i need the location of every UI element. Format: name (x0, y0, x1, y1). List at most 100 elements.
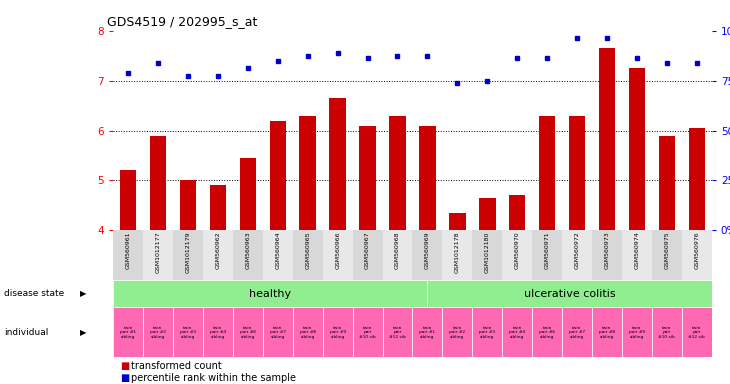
Text: disease state: disease state (4, 289, 64, 298)
Bar (173, 307, 203, 357)
Text: GSM560971: GSM560971 (545, 232, 550, 269)
Bar (658, 136, 675, 230)
Bar (233, 230, 263, 280)
Bar (299, 116, 316, 230)
Bar (150, 136, 166, 230)
Bar (269, 121, 286, 230)
Text: GSM1012177: GSM1012177 (155, 232, 161, 273)
Text: twin
pair #8
sibling: twin pair #8 sibling (599, 326, 615, 339)
Text: GSM560968: GSM560968 (395, 232, 400, 269)
Text: GSM560964: GSM560964 (275, 232, 280, 269)
Bar (479, 198, 496, 230)
Text: GSM560976: GSM560976 (694, 232, 699, 269)
Text: healthy: healthy (249, 289, 291, 299)
Bar (143, 307, 173, 357)
Bar (682, 230, 712, 280)
Text: twin
pair #9
sibling: twin pair #9 sibling (629, 326, 645, 339)
Text: GSM560975: GSM560975 (664, 232, 669, 269)
Text: twin
pair
#12 sib: twin pair #12 sib (688, 326, 705, 339)
Bar (203, 230, 233, 280)
Text: GSM560972: GSM560972 (575, 232, 580, 269)
Bar (323, 307, 353, 357)
Text: twin
pair #7
sibling: twin pair #7 sibling (269, 326, 286, 339)
Bar (210, 185, 226, 230)
Text: twin
pair #4
sibling: twin pair #4 sibling (509, 326, 526, 339)
Text: twin
pair #1
sibling: twin pair #1 sibling (120, 326, 137, 339)
Text: twin
pair #4
sibling: twin pair #4 sibling (210, 326, 226, 339)
Text: GSM1012178: GSM1012178 (455, 232, 460, 273)
Bar (592, 230, 622, 280)
Bar (113, 280, 428, 307)
Bar (652, 230, 682, 280)
Bar (532, 230, 562, 280)
Text: GSM560963: GSM560963 (245, 232, 250, 269)
Text: GSM560962: GSM560962 (215, 232, 220, 269)
Text: twin
pair #1
sibling: twin pair #1 sibling (419, 326, 436, 339)
Bar (502, 230, 532, 280)
Bar (442, 307, 472, 357)
Text: twin
pair #9
sibling: twin pair #9 sibling (329, 326, 346, 339)
Bar (539, 116, 556, 230)
Bar (412, 307, 442, 357)
Bar (383, 307, 412, 357)
Bar (562, 307, 592, 357)
Bar (599, 48, 615, 230)
Text: twin
pair #8
sibling: twin pair #8 sibling (299, 326, 316, 339)
Bar (353, 307, 383, 357)
Bar (449, 213, 466, 230)
Bar (419, 126, 436, 230)
Bar (239, 158, 256, 230)
Bar (353, 230, 383, 280)
Bar (120, 170, 137, 230)
Text: GSM560966: GSM560966 (335, 232, 340, 269)
Bar (629, 68, 645, 230)
Text: ▶: ▶ (80, 328, 87, 337)
Text: GSM560961: GSM560961 (126, 232, 131, 269)
Bar (143, 230, 173, 280)
Bar (383, 230, 412, 280)
Text: GSM560967: GSM560967 (365, 232, 370, 269)
Text: GSM560970: GSM560970 (515, 232, 520, 269)
Bar (113, 307, 143, 357)
Bar (569, 116, 585, 230)
Bar (652, 307, 682, 357)
Text: twin
pair
#12 sib: twin pair #12 sib (389, 326, 406, 339)
Text: twin
pair #2
sibling: twin pair #2 sibling (449, 326, 466, 339)
Bar (562, 230, 592, 280)
Bar (622, 307, 652, 357)
Bar (682, 307, 712, 357)
Text: GSM560965: GSM560965 (305, 232, 310, 269)
Text: twin
pair #6
sibling: twin pair #6 sibling (239, 326, 256, 339)
Text: GSM1012179: GSM1012179 (185, 232, 191, 273)
Bar (502, 307, 532, 357)
Text: transformed count: transformed count (131, 361, 222, 371)
Text: twin
pair #3
sibling: twin pair #3 sibling (479, 326, 496, 339)
Bar (442, 230, 472, 280)
Bar (323, 230, 353, 280)
Bar (263, 230, 293, 280)
Bar (412, 230, 442, 280)
Bar (293, 307, 323, 357)
Bar (688, 128, 705, 230)
Text: GSM560969: GSM560969 (425, 232, 430, 269)
Bar (329, 98, 346, 230)
Text: individual: individual (4, 328, 48, 337)
Text: twin
pair
#10 sib: twin pair #10 sib (658, 326, 675, 339)
Bar (263, 307, 293, 357)
Text: GDS4519 / 202995_s_at: GDS4519 / 202995_s_at (107, 15, 258, 28)
Bar (359, 126, 376, 230)
Bar (532, 307, 562, 357)
Bar (173, 230, 203, 280)
Bar (472, 307, 502, 357)
Text: percentile rank within the sample: percentile rank within the sample (131, 373, 296, 383)
Text: ■: ■ (120, 361, 130, 371)
Bar (180, 180, 196, 230)
Text: ▶: ▶ (80, 289, 87, 298)
Bar (113, 230, 143, 280)
Bar (233, 307, 263, 357)
Text: ulcerative colitis: ulcerative colitis (523, 289, 615, 299)
Bar (293, 230, 323, 280)
Bar (592, 307, 622, 357)
Text: ■: ■ (120, 373, 130, 383)
Text: twin
pair
#10 sib: twin pair #10 sib (359, 326, 376, 339)
